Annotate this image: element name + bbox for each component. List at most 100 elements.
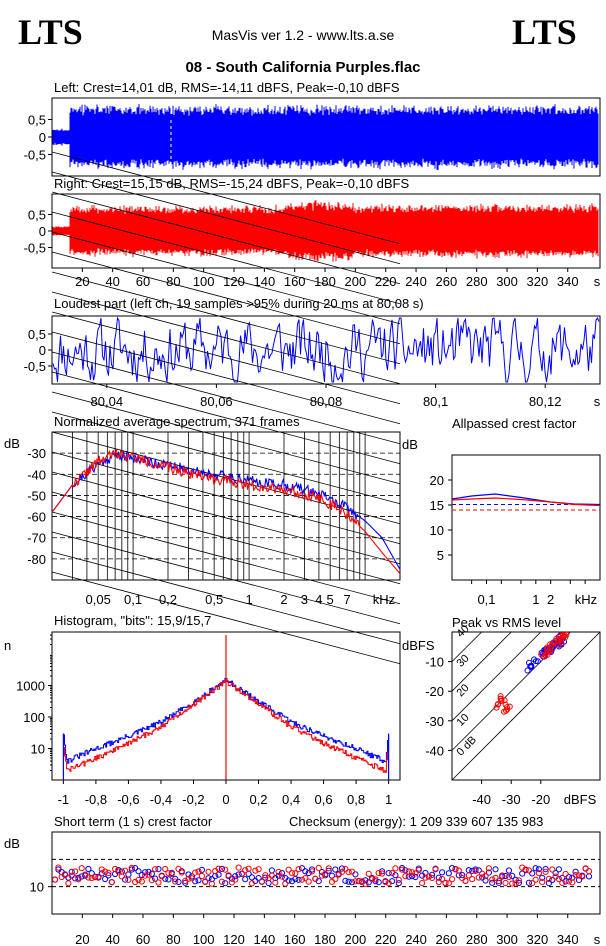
x-tick-label: 300 <box>496 932 518 946</box>
x-unit-label: kHz <box>575 592 597 607</box>
crest-point <box>545 875 553 883</box>
crest-point <box>469 876 476 883</box>
x-tick-label: 280 <box>466 274 488 289</box>
crest-point <box>318 869 326 876</box>
y-tick-label: 20 <box>430 473 444 488</box>
crest-point <box>152 866 159 873</box>
crest-point <box>145 871 152 878</box>
crest-point <box>305 869 312 877</box>
crest-point <box>389 878 396 885</box>
crest-point <box>442 879 449 887</box>
x-tick-label: 80,04 <box>91 394 124 409</box>
scatter-point <box>563 631 570 638</box>
crest-point <box>198 872 205 880</box>
crest-point <box>402 873 409 880</box>
x-tick-label: 140 <box>254 274 276 289</box>
slope-gridline <box>51 331 401 425</box>
crest-point <box>552 869 559 877</box>
crest-point <box>122 867 129 874</box>
x-tick-label: -0,6 <box>117 792 139 807</box>
y-tick-label: 0,5 <box>28 327 46 342</box>
crest-point <box>399 866 406 873</box>
slope-gridline <box>51 251 401 345</box>
crest-point <box>158 873 165 880</box>
y-tick-label: -70 <box>27 531 46 546</box>
x-tick-label: 0,8 <box>347 792 365 807</box>
waveform-series <box>52 200 599 262</box>
crest-point <box>75 876 82 883</box>
x-tick-label: 1 <box>245 592 252 607</box>
crest-point <box>372 876 379 883</box>
crest-point <box>509 872 516 880</box>
crest-point <box>559 879 566 887</box>
crest-point <box>255 866 262 873</box>
crest-point <box>502 879 509 887</box>
crest-point <box>105 872 112 879</box>
y-tick-label: -40 <box>425 743 444 758</box>
crest-point <box>95 874 102 881</box>
crest-point <box>272 879 279 886</box>
crest-point <box>429 874 436 882</box>
crest-point <box>402 867 409 874</box>
crest-point <box>235 871 242 878</box>
crest-point <box>125 876 132 883</box>
y-axis-label: dB <box>402 437 418 452</box>
slope-gridline <box>51 291 401 385</box>
diagonal-label: 20 <box>455 682 472 699</box>
scatter-point <box>538 651 545 658</box>
panel-title: Peak vs RMS level <box>452 615 561 630</box>
crest-point <box>108 879 115 886</box>
file-title: 08 - South California Purples.flac <box>185 59 420 76</box>
crest-point <box>565 874 573 881</box>
crest-point <box>192 878 199 885</box>
x-tick-label: 5 <box>327 592 334 607</box>
crest-point <box>328 872 336 879</box>
crest-point <box>348 868 356 875</box>
crest-point <box>475 867 482 874</box>
crest-point <box>422 869 429 877</box>
crest-point <box>322 870 329 878</box>
x-tick-label: 20 <box>75 274 89 289</box>
crest-point <box>489 879 496 886</box>
crest-point <box>232 873 239 880</box>
y-tick-label: 10 <box>30 880 44 895</box>
scatter-point <box>493 704 500 711</box>
y-tick-label: 10 <box>31 742 45 757</box>
x-tick-label: 100 <box>193 274 215 289</box>
crest-point <box>562 878 569 885</box>
crest-point <box>68 872 75 879</box>
x-tick-label: 300 <box>496 274 518 289</box>
crest-diagonal <box>451 631 542 722</box>
slope-gridline <box>51 351 401 445</box>
crest-point <box>519 864 526 871</box>
crest-point <box>318 872 326 879</box>
slope-gridline <box>51 411 401 505</box>
crest-point <box>185 875 192 882</box>
scatter-point <box>524 667 531 674</box>
crest-point <box>332 875 339 883</box>
crest-point <box>482 877 489 884</box>
x-tick-label: 0,5 <box>205 592 223 607</box>
crest-point <box>135 868 142 875</box>
y-tick-label: -10 <box>425 655 444 670</box>
crest-point <box>572 868 579 875</box>
crest-point <box>545 880 553 887</box>
x-tick-label: 0 <box>222 792 229 807</box>
crest-point <box>128 864 135 872</box>
loudest-series <box>52 316 600 383</box>
plot-group: Left: Crest=14,01 dB, RMS=-14,11 dBFS, P… <box>4 80 601 946</box>
crest-point <box>469 867 476 874</box>
crest-point <box>575 872 583 879</box>
y-tick-label: -80 <box>27 552 46 567</box>
y-tick-label: 0,5 <box>28 113 46 128</box>
x-tick-label: 2 <box>547 592 554 607</box>
crest-point <box>489 876 496 883</box>
crest-point <box>175 878 182 886</box>
spectrum-series <box>51 450 401 570</box>
crest-point <box>445 880 452 887</box>
crest-point <box>549 876 556 884</box>
crest-diagonal <box>451 631 601 781</box>
crest-point <box>325 867 332 874</box>
slope-gridline <box>51 551 401 645</box>
